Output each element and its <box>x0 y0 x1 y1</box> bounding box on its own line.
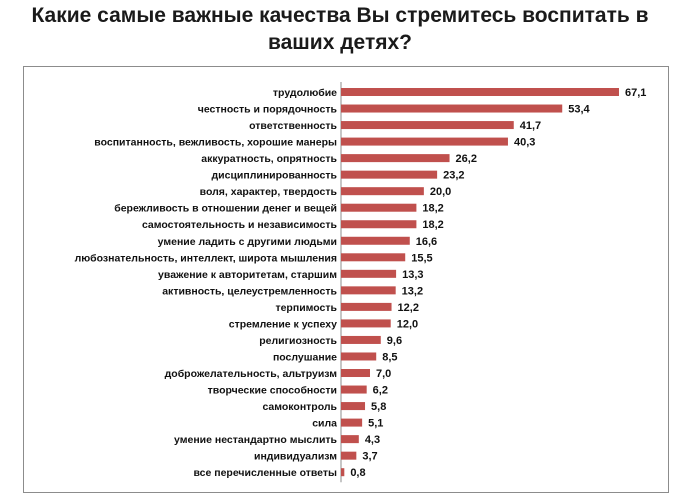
category-label: бережливость в отношении денег и вещей <box>114 203 337 215</box>
value-label: 53,4 <box>568 104 590 116</box>
category-label: самостоятельность и независимость <box>142 219 338 231</box>
value-label: 16,6 <box>416 236 437 248</box>
bar <box>341 335 381 344</box>
value-label: 4,3 <box>365 434 380 446</box>
category-label: ответственность <box>249 120 337 132</box>
bar <box>341 137 508 146</box>
value-label: 13,2 <box>402 285 423 297</box>
value-label: 8,5 <box>382 351 397 363</box>
value-label: 18,2 <box>422 203 443 215</box>
bar <box>341 418 363 427</box>
value-label: 9,6 <box>387 335 402 347</box>
value-label: 26,2 <box>456 153 477 165</box>
value-label: 23,2 <box>443 170 464 182</box>
category-label: аккуратность, опрятность <box>201 153 337 165</box>
bar <box>341 269 397 278</box>
value-label: 13,3 <box>402 269 423 281</box>
category-label: воля, характер, твердость <box>200 186 338 198</box>
value-label: 12,2 <box>398 302 419 314</box>
category-label: умение ладить с другими людьми <box>158 236 337 248</box>
bar <box>341 170 438 179</box>
value-label: 41,7 <box>520 120 541 132</box>
bar <box>341 154 450 163</box>
bar <box>341 385 367 394</box>
value-label: 20,0 <box>430 186 451 198</box>
value-label: 6,2 <box>373 385 388 397</box>
category-label: умение нестандартно мыслить <box>174 434 338 446</box>
category-label: сила <box>312 418 337 430</box>
category-label: творческие способности <box>208 385 337 397</box>
bar <box>341 286 396 295</box>
chart-title: Какие самые важные качества Вы стремитес… <box>31 4 649 54</box>
bar <box>341 203 417 212</box>
value-label: 15,5 <box>411 252 432 264</box>
value-label: 0,8 <box>350 467 365 479</box>
bar <box>341 402 366 411</box>
bar <box>341 220 417 229</box>
category-label: дисциплинированность <box>211 170 337 182</box>
bar <box>341 369 370 378</box>
category-label: активность, целеустремленность <box>162 285 337 297</box>
bar-chart: трудолюбие честность и порядочность ответс… <box>75 82 646 483</box>
value-label: 67,1 <box>625 87 646 99</box>
bar <box>341 104 563 113</box>
category-label: любознательность, интеллект, широта мышл… <box>75 252 337 264</box>
value-label: 12,0 <box>397 318 418 330</box>
bar <box>341 121 514 130</box>
chart-area: трудолюбие честность и порядочность ответс… <box>23 66 669 493</box>
category-label: самоконтроль <box>262 401 337 413</box>
category-label: уважение к авторитетам, старшим <box>158 269 337 281</box>
category-label: терпимость <box>275 302 337 314</box>
category-label: честность и порядочность <box>198 104 338 116</box>
value-label: 5,1 <box>368 418 383 430</box>
bar <box>341 253 406 262</box>
bar <box>341 88 619 96</box>
category-label: индивидуализм <box>254 451 337 463</box>
bar <box>341 319 391 328</box>
category-label: доброжелательность, альтруизм <box>165 368 338 380</box>
bar <box>341 302 392 311</box>
category-label: послушание <box>273 351 337 363</box>
bar <box>341 468 345 477</box>
value-label: 40,3 <box>514 137 535 149</box>
bar <box>341 451 357 460</box>
category-label: трудолюбие <box>273 87 337 99</box>
value-label: 3,7 <box>362 451 377 463</box>
bar <box>341 352 377 361</box>
bar <box>341 435 359 444</box>
value-label: 5,8 <box>371 401 386 413</box>
value-label: 18,2 <box>422 219 443 231</box>
category-label: религиозность <box>259 335 337 347</box>
value-label: 7,0 <box>376 368 391 380</box>
category-label: воспитанность, вежливость, хорошие манер… <box>94 137 337 149</box>
bar <box>341 236 410 245</box>
category-label: все перечисленные ответы <box>193 467 337 479</box>
category-label: стремление к успеху <box>229 318 337 330</box>
bar <box>341 187 424 196</box>
